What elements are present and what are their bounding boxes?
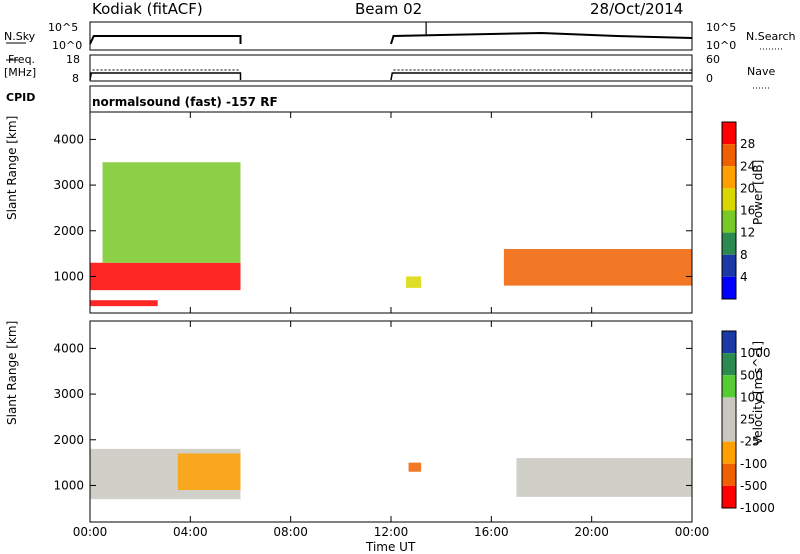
velocity-colorbar-seg-7 bbox=[722, 485, 736, 508]
power-colorbar-tick-2: 20 bbox=[740, 181, 755, 195]
freq-unit: [MHz] bbox=[4, 66, 37, 79]
power-colorbar-tick-3: 16 bbox=[740, 204, 755, 218]
power-colorbar-seg-4 bbox=[722, 210, 736, 233]
power-ytick-label-0: 1000 bbox=[53, 269, 84, 283]
velocity-colorbar-seg-3 bbox=[722, 397, 736, 420]
velocity-colorbar-seg-0 bbox=[722, 331, 736, 354]
xtick-label-0: 00:00 bbox=[73, 525, 108, 539]
power-region-2 bbox=[102, 162, 241, 263]
xtick-label-3: 12:00 bbox=[374, 525, 409, 539]
program-name: normalsound (fast) -157 RF bbox=[92, 95, 278, 109]
velocity-region-3 bbox=[408, 462, 422, 472]
power-region-1 bbox=[90, 300, 158, 307]
nsky-strip-frame bbox=[89, 21, 693, 51]
power-colorbar-seg-7 bbox=[722, 276, 736, 299]
velocity-colorbar-seg-5 bbox=[722, 441, 736, 464]
nave-bottom: 0 bbox=[706, 72, 713, 85]
velocity-colorbar-seg-6 bbox=[722, 463, 736, 486]
velocity-colorbar-frame bbox=[721, 330, 737, 509]
power-region-3 bbox=[406, 276, 422, 288]
nsearch-label: N.Search bbox=[746, 30, 796, 43]
nsky-trace bbox=[89, 35, 242, 45]
velocity-ytick-label-1: 2000 bbox=[53, 433, 84, 447]
velocity-colorbar-tick-6: -500 bbox=[740, 479, 767, 493]
velocity-colorbar-tick-5: -100 bbox=[740, 457, 767, 471]
velocity-ytick-label-2: 3000 bbox=[53, 387, 84, 401]
power-colorbar-tick-5: 8 bbox=[740, 248, 748, 262]
velocity-colorbar-tick-0: 1000 bbox=[740, 346, 771, 360]
nsearch-trace bbox=[390, 31, 693, 45]
power-ytick-label-1: 2000 bbox=[53, 224, 84, 238]
power-colorbar-frame bbox=[721, 121, 737, 300]
freq-bottom: 8 bbox=[72, 72, 79, 85]
velocity-ytick-label-3: 4000 bbox=[53, 341, 84, 355]
xtick-label-5: 20:00 bbox=[574, 525, 609, 539]
power-colorbar-seg-2 bbox=[722, 166, 736, 189]
freq-strip-frame bbox=[89, 54, 693, 82]
power-colorbar-seg-6 bbox=[722, 254, 736, 277]
beam-title: Beam 02 bbox=[355, 0, 423, 18]
cpid-label: CPID bbox=[6, 91, 36, 104]
date-title: 28/Oct/2014 bbox=[590, 0, 684, 18]
velocity-colorbar-tick-1: 500 bbox=[740, 368, 763, 382]
freq-top: 18 bbox=[66, 53, 80, 66]
power-colorbar-seg-1 bbox=[722, 144, 736, 167]
nave-top: 60 bbox=[706, 53, 720, 66]
power-colorbar-seg-5 bbox=[722, 232, 736, 255]
power-region-0 bbox=[90, 262, 241, 291]
power-ytick-label-3: 4000 bbox=[53, 132, 84, 146]
power-colorbar-seg-3 bbox=[722, 188, 736, 211]
xtick-label-1: 04:00 bbox=[173, 525, 208, 539]
freq-label: Freq. bbox=[8, 53, 36, 66]
velocity-colorbar-tick-7: -1000 bbox=[740, 501, 775, 515]
nave-label: Nave bbox=[747, 65, 776, 78]
power-ytick-label-2: 3000 bbox=[53, 178, 84, 192]
velocity-colorbar-seg-4 bbox=[722, 419, 736, 442]
velocity-colorbar-seg-2 bbox=[722, 375, 736, 398]
power-colorbar-seg-0 bbox=[722, 122, 736, 145]
velocity-colorbar-tick-2: 100 bbox=[740, 390, 763, 404]
velocity-region-2 bbox=[516, 458, 692, 497]
station-title: Kodiak (fitACF) bbox=[92, 0, 203, 18]
cpid-strip-frame bbox=[89, 85, 693, 113]
x-axis-title: Time UT bbox=[366, 540, 416, 554]
nsky-label: N.Sky bbox=[4, 30, 36, 43]
power-colorbar-tick-4: 12 bbox=[740, 226, 755, 240]
xtick-label-6: 00:00 bbox=[675, 525, 710, 539]
power-colorbar-tick-0: 28 bbox=[740, 137, 755, 151]
nsky-top: 10^5 bbox=[48, 21, 79, 34]
freq-trace bbox=[89, 72, 242, 81]
velocity-colorbar-tick-3: 25 bbox=[740, 413, 755, 427]
nsky-bottom: 10^0 bbox=[52, 39, 83, 52]
nsearch-bottom: 10^0 bbox=[706, 39, 737, 52]
nsearch-top: 10^5 bbox=[706, 21, 737, 34]
xtick-label-4: 16:00 bbox=[474, 525, 509, 539]
xtick-label-2: 08:00 bbox=[273, 525, 308, 539]
velocity-region-1 bbox=[177, 453, 241, 491]
velocity-colorbar-tick-4: -25 bbox=[740, 435, 760, 449]
power-colorbar-tick-1: 24 bbox=[740, 159, 755, 173]
power-region-4 bbox=[503, 249, 692, 286]
freq-trace-2 bbox=[390, 72, 692, 81]
power-colorbar-tick-6: 4 bbox=[740, 270, 748, 284]
velocity-colorbar-seg-1 bbox=[722, 353, 736, 376]
velocity-ytick-label-0: 1000 bbox=[53, 478, 84, 492]
